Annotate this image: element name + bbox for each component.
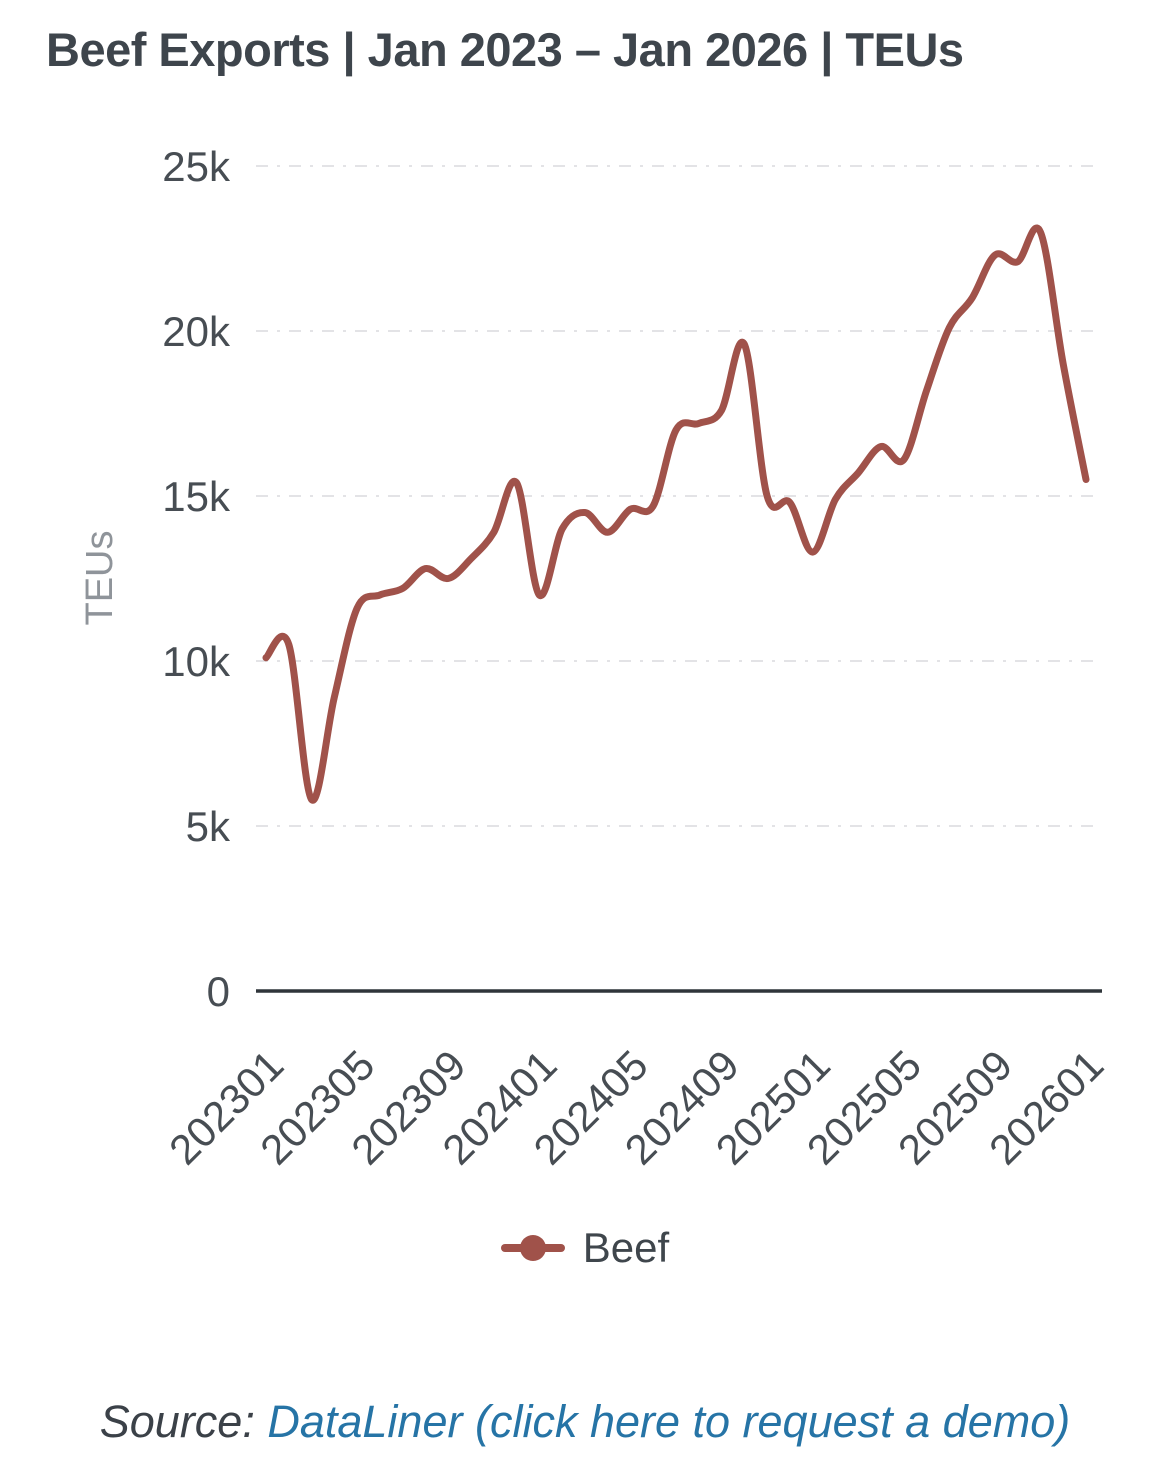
y-tick-label: 25k	[162, 143, 231, 190]
y-tick-label: 10k	[162, 638, 231, 685]
beef-series-line	[262, 224, 1090, 804]
chart-title: Beef Exports | Jan 2023 – Jan 2026 | TEU…	[46, 23, 964, 76]
source-link[interactable]: DataLiner (click here to request a demo)	[267, 1396, 1071, 1447]
legend-item-beef[interactable]: Beef	[0, 1224, 1170, 1272]
y-tick-label: 15k	[162, 473, 231, 520]
y-tick-label: 0	[207, 968, 230, 1015]
y-tick-label: 20k	[162, 308, 231, 355]
y-tick-label: 5k	[186, 803, 231, 850]
source-prefix: Source:	[99, 1396, 268, 1447]
legend-label: Beef	[582, 1224, 670, 1271]
y-axis-name: TEUs	[79, 531, 121, 626]
source-line: Source: DataLiner (click here to request…	[0, 1396, 1170, 1448]
legend-dot	[519, 1235, 546, 1261]
legend-line-dot-icon	[500, 1233, 565, 1263]
